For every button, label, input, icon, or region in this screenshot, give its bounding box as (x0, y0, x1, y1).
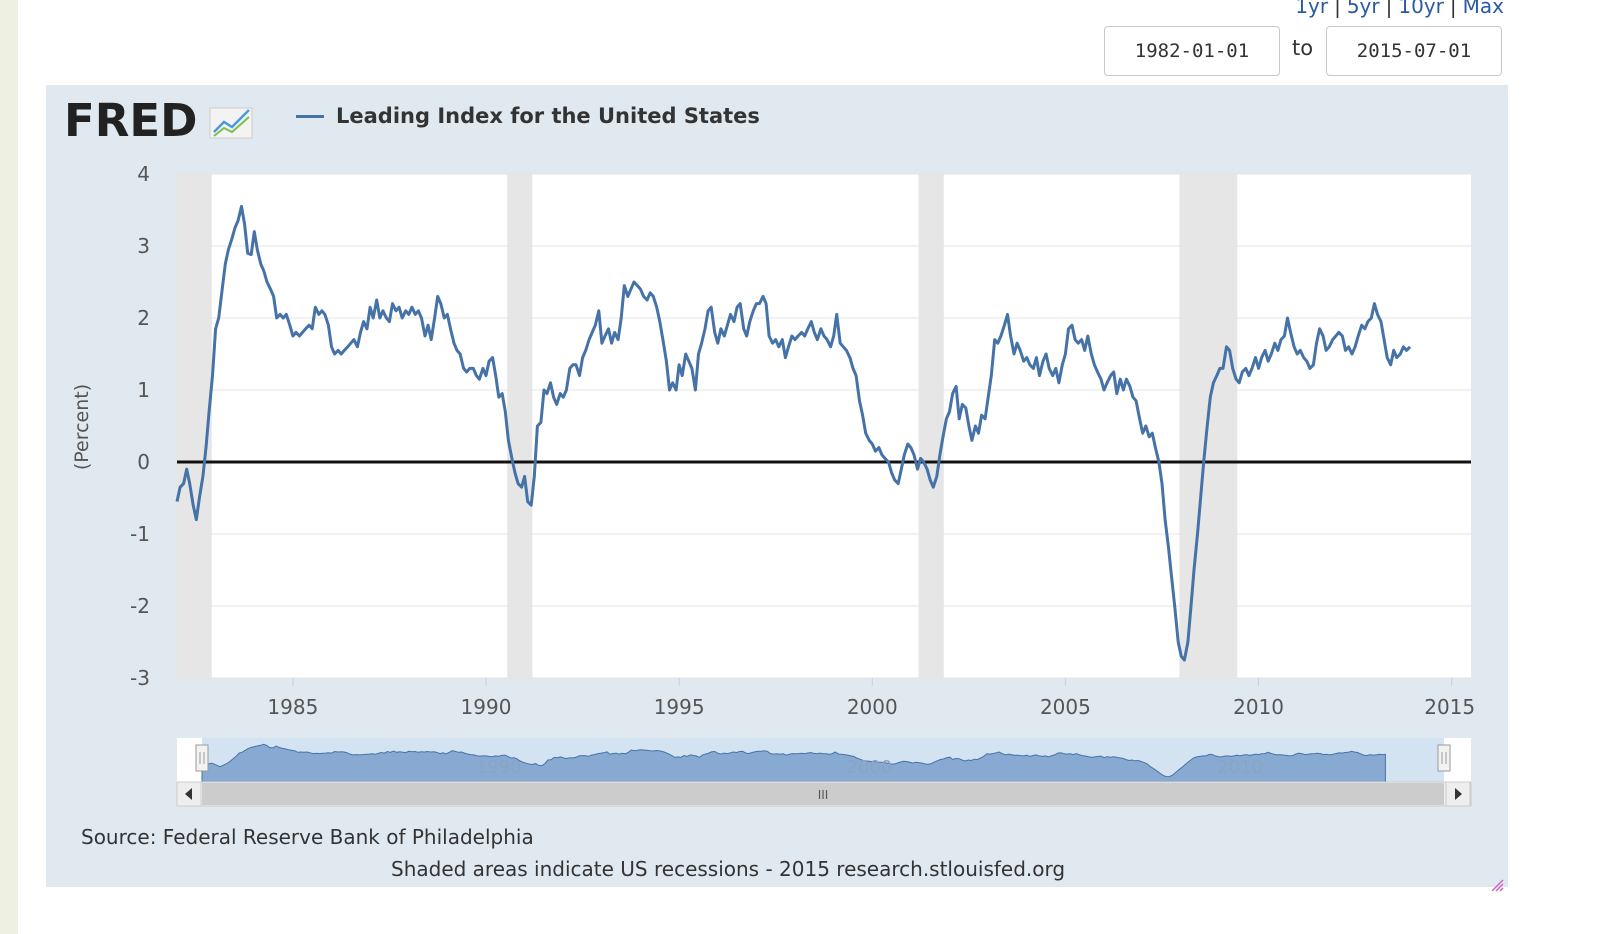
y-tick-label: 0 (137, 450, 150, 474)
navigator[interactable]: 1990 2000 2010 (177, 738, 1471, 783)
y-tick-label: -2 (130, 594, 150, 618)
gridlines (177, 173, 1471, 679)
scrollbar-right-arrow[interactable] (1445, 781, 1471, 807)
navigator-series-area (201, 743, 1386, 783)
recession-bands (177, 174, 1238, 678)
y-tick-label: -1 (130, 522, 150, 546)
navigator-handle-left[interactable] (195, 744, 209, 772)
range-separator: | (1334, 0, 1341, 18)
chart-source: Source: Federal Reserve Bank of Philadel… (81, 825, 534, 849)
legend-label: Leading Index for the United States (336, 104, 760, 128)
range-link-max[interactable]: Max (1462, 0, 1504, 18)
left-page-strip (0, 0, 18, 934)
range-link-10yr[interactable]: 10yr (1398, 0, 1444, 18)
range-separator: | (1385, 0, 1393, 18)
series-line-leading-index[interactable] (175, 204, 1412, 662)
fred-logo: FRED (64, 94, 260, 148)
range-separator: | (1449, 0, 1457, 18)
fred-logo-text: FRED (64, 96, 197, 144)
resize-handle-icon[interactable] (1490, 878, 1504, 892)
navigator-tick-label: 2000 (846, 757, 892, 778)
scrollbar-thumb[interactable] (202, 783, 1444, 805)
recession-band (918, 174, 944, 678)
navigator-ticks: 1990 2000 2010 (476, 757, 1263, 778)
x-tick-label: 2010 (1233, 695, 1284, 719)
range-link-5yr[interactable]: 5yr (1346, 0, 1380, 18)
scrollbar-left-arrow[interactable] (176, 781, 202, 807)
y-axis-ticks: -3 -2 -1 0 1 2 3 4 (130, 162, 150, 690)
x-tick-label: 1985 (267, 695, 318, 719)
start-date-input[interactable]: 1982-01-01 (1104, 26, 1280, 76)
date-range-to-label: to (1292, 36, 1314, 60)
chart-notes: Shaded areas indicate US recessions - 20… (391, 857, 1066, 881)
y-tick-label: 3 (137, 234, 150, 258)
navigator-tick-label: 1990 (476, 757, 522, 778)
y-tick-label: 1 (137, 378, 150, 402)
x-tick-label: 2015 (1424, 695, 1475, 719)
chart-legend: Leading Index for the United States (296, 104, 760, 128)
y-tick-label: 2 (137, 306, 150, 330)
range-link-1yr[interactable]: 1yr (1295, 0, 1329, 18)
end-date-input[interactable]: 2015-07-01 (1326, 26, 1502, 76)
y-tick-label: -3 (130, 666, 150, 690)
navigator-handle-right[interactable] (1437, 744, 1451, 772)
x-tick-label: 1995 (654, 695, 705, 719)
x-tick-label: 2000 (847, 695, 898, 719)
fred-logo-chart-icon (209, 107, 253, 139)
recession-band (507, 174, 533, 678)
recession-band (177, 174, 212, 678)
range-links: 1yr | 5yr | 10yr | Max (1295, 0, 1504, 18)
x-axis-ticks: 1985 1990 1995 2000 2005 2010 2015 (267, 678, 1475, 719)
scrollbar-grip: III (818, 788, 829, 802)
scrollbar[interactable]: III (176, 781, 1472, 807)
x-tick-label: 1990 (461, 695, 512, 719)
y-tick-label: 4 (137, 162, 150, 186)
x-tick-label: 2005 (1040, 695, 1091, 719)
legend-line-swatch (296, 114, 324, 118)
navigator-tick-label: 2010 (1217, 757, 1263, 778)
plot-area (177, 174, 1471, 678)
